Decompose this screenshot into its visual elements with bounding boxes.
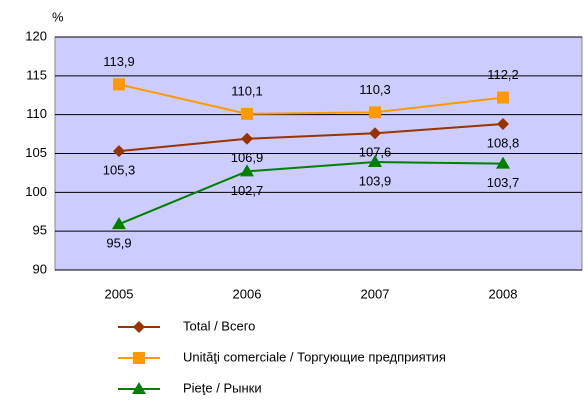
- marker: [369, 106, 381, 119]
- y-tick-label: 120: [25, 28, 47, 43]
- marker: [368, 155, 382, 168]
- data-label: 103,7: [487, 175, 520, 190]
- series-line: [118, 161, 504, 226]
- y-tick-label: 90: [33, 261, 47, 276]
- y-axis-label: %: [52, 9, 64, 24]
- y-tick-label: 95: [33, 223, 47, 238]
- x-tick-label: 2008: [489, 286, 518, 301]
- marker: [113, 145, 125, 158]
- marker: [369, 127, 381, 140]
- data-label: 105,3: [103, 163, 136, 178]
- data-label: 110,3: [359, 82, 391, 97]
- legend-label: Total / Всего: [183, 318, 255, 333]
- y-tick-label: 110: [26, 106, 47, 121]
- marker: [240, 164, 254, 177]
- x-tick-label: 2005: [105, 286, 134, 301]
- data-label: 110,1: [231, 83, 263, 98]
- series-line: [118, 83, 504, 115]
- legend-label: Unităţi comerciale / Торгующие предприят…: [183, 349, 446, 364]
- marker: [496, 156, 510, 169]
- marker: [133, 321, 145, 333]
- data-label: 106,9: [231, 150, 264, 165]
- marker: [497, 117, 509, 130]
- marker: [241, 107, 253, 120]
- marker: [133, 352, 145, 364]
- marker: [132, 382, 146, 394]
- data-label: 112,2: [487, 67, 519, 82]
- marker: [497, 91, 509, 104]
- series-line: [118, 122, 504, 153]
- data-label: 95,9: [106, 236, 131, 251]
- legend-label: Pieţe / Рынки: [183, 380, 262, 395]
- data-label: 102,7: [231, 183, 264, 198]
- x-tick-label: 2006: [233, 286, 262, 301]
- y-tick-label: 115: [26, 67, 47, 82]
- x-tick-label: 2007: [361, 286, 390, 301]
- data-label: 113,9: [103, 54, 135, 69]
- data-label: 103,9: [359, 173, 392, 188]
- y-tick-label: 105: [25, 145, 47, 160]
- data-label: 107,6: [359, 145, 392, 160]
- marker: [113, 78, 125, 91]
- data-label: 108,8: [487, 135, 520, 150]
- marker: [241, 132, 253, 145]
- y-tick-label: 100: [25, 184, 47, 199]
- marker: [112, 217, 126, 230]
